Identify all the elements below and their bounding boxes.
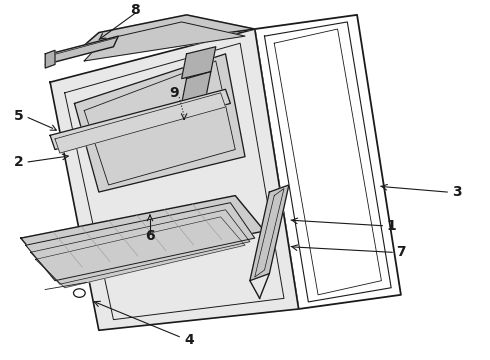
Text: 3: 3 [452, 185, 462, 199]
Polygon shape [65, 43, 284, 320]
Polygon shape [255, 15, 401, 309]
Polygon shape [30, 210, 250, 284]
Text: 5: 5 [14, 109, 24, 123]
Polygon shape [55, 93, 225, 153]
Polygon shape [45, 50, 55, 68]
Polygon shape [26, 203, 255, 281]
Text: 8: 8 [130, 3, 140, 17]
Polygon shape [50, 29, 298, 330]
Polygon shape [84, 22, 245, 61]
Text: 1: 1 [386, 219, 396, 233]
Text: 6: 6 [145, 229, 155, 243]
Polygon shape [182, 72, 211, 103]
Polygon shape [21, 195, 265, 274]
Polygon shape [265, 22, 391, 302]
Polygon shape [255, 189, 284, 277]
Polygon shape [84, 61, 235, 185]
Polygon shape [250, 185, 289, 281]
Polygon shape [45, 36, 118, 64]
Polygon shape [74, 54, 245, 192]
Text: 7: 7 [396, 245, 406, 259]
Polygon shape [35, 217, 245, 288]
Polygon shape [50, 89, 230, 149]
Polygon shape [74, 15, 255, 54]
Text: 4: 4 [184, 333, 194, 347]
Polygon shape [274, 29, 381, 295]
Text: 2: 2 [14, 155, 24, 169]
Text: 9: 9 [170, 86, 179, 100]
Polygon shape [182, 47, 216, 78]
